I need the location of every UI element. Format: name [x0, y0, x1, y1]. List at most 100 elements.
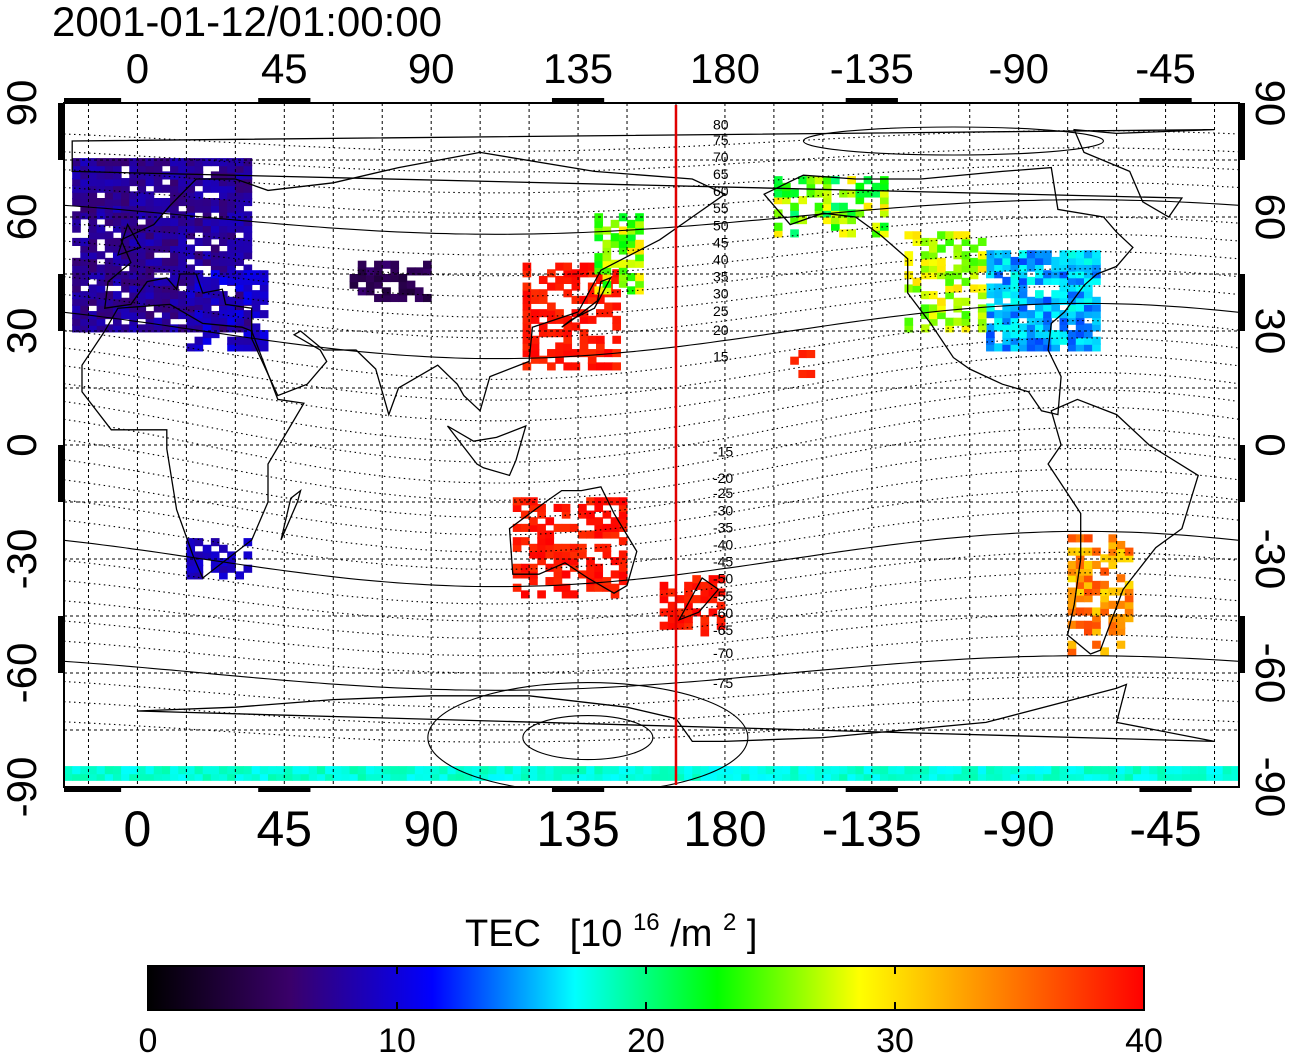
tec-cell — [643, 766, 652, 775]
tec-cell — [1067, 600, 1077, 609]
tec-cell — [170, 158, 179, 167]
tec-cell — [202, 316, 212, 325]
tec-cell — [594, 503, 604, 512]
contour-label: -25 — [713, 485, 733, 501]
tec-cell — [357, 287, 367, 296]
tec-cell — [961, 324, 971, 333]
tec-cell — [684, 588, 693, 597]
tec-cell — [1092, 580, 1101, 589]
tec-cell — [545, 563, 555, 572]
tec-cell — [129, 257, 138, 266]
tec-cell — [80, 264, 89, 273]
tec-cell — [153, 297, 163, 306]
tec-cell — [170, 297, 179, 306]
tec-cell — [1043, 296, 1052, 305]
tec-cell — [170, 224, 179, 233]
tec-cell — [547, 309, 556, 318]
tec-cell — [594, 523, 604, 532]
tec-cell — [822, 202, 832, 211]
tec-cell — [186, 311, 196, 320]
tec-cell — [618, 497, 628, 506]
tec-cell — [1002, 330, 1012, 339]
tec-cell — [161, 297, 171, 306]
tec-cell — [1067, 547, 1077, 556]
tec-cell — [104, 211, 114, 220]
tec-cell — [333, 772, 342, 781]
tec-cell — [308, 772, 318, 781]
tec-cell — [129, 264, 138, 273]
tec-cell — [210, 158, 220, 167]
tec-cell — [1092, 607, 1101, 616]
tec-cell — [202, 303, 212, 312]
tec-cell — [178, 304, 187, 313]
tec-cell — [243, 317, 253, 326]
tec-cell — [675, 766, 685, 775]
tec-cell — [1043, 343, 1052, 352]
tec-cell — [104, 198, 114, 207]
contour-label: -30 — [713, 502, 733, 518]
tec-cell — [96, 211, 106, 220]
tec-cell — [545, 550, 555, 559]
tec-cell — [243, 772, 253, 781]
tec-cell — [520, 510, 530, 519]
tec-cell — [831, 222, 840, 231]
tec-cell — [529, 543, 538, 552]
tec-cell — [1059, 323, 1069, 332]
tec-cell — [610, 259, 620, 268]
tec-cell — [243, 296, 253, 305]
tec-cell — [235, 291, 245, 300]
tec-cell — [561, 766, 571, 775]
tec-cell — [251, 310, 261, 319]
tec-cell — [121, 198, 130, 207]
tec-cell — [986, 766, 995, 775]
tec-cell — [423, 293, 432, 303]
tec-cell — [227, 276, 236, 285]
tec-cell — [545, 577, 555, 586]
tec-cell — [300, 772, 310, 781]
tec-cell — [80, 204, 89, 213]
tec-cell — [806, 369, 816, 379]
tec-cell — [1083, 330, 1093, 339]
tec-cell — [72, 257, 81, 266]
tec-cell — [259, 343, 269, 352]
tec-cell — [627, 259, 636, 268]
tec-cell — [994, 310, 1003, 319]
tec-cell — [243, 191, 253, 200]
tec-cell — [96, 311, 106, 320]
coastlines — [71, 128, 1215, 743]
tec-cell — [1018, 263, 1028, 272]
tec-cell — [1067, 256, 1077, 265]
tec-cell — [194, 766, 204, 775]
tec-cell — [1018, 323, 1028, 332]
tec-cell — [121, 304, 130, 313]
tec-cell — [1010, 290, 1020, 299]
tec-cell — [977, 284, 987, 293]
tec-cell — [186, 284, 196, 293]
tec-cell — [137, 191, 147, 200]
contour-labels: 8075706560555045403530252015-15-20-25-30… — [713, 117, 733, 692]
tec-cell — [96, 291, 106, 300]
tec-cell — [243, 766, 253, 775]
tec-cell — [194, 336, 204, 345]
tec-cell — [741, 772, 750, 781]
tec-cell — [1075, 310, 1085, 319]
tec-cell — [839, 202, 848, 211]
tec-cell — [1026, 296, 1036, 305]
tec-cell — [1067, 303, 1077, 312]
tec-cell — [561, 523, 571, 532]
tec-cell — [1149, 772, 1158, 781]
tec-cell — [153, 184, 163, 193]
tec-cell — [431, 766, 440, 775]
tec-cell — [553, 570, 563, 579]
tec-cell — [219, 237, 228, 246]
tec-cell — [194, 304, 204, 313]
frame-tick-bar — [58, 616, 64, 673]
tec-cell — [80, 251, 89, 260]
tec-cell — [463, 766, 473, 775]
frame-tick-bar — [64, 786, 122, 792]
tec-cell — [153, 237, 163, 246]
tec-cell — [512, 503, 522, 512]
tec-cell — [708, 772, 718, 781]
tec-cell — [243, 324, 253, 333]
tec-cell — [553, 766, 563, 775]
